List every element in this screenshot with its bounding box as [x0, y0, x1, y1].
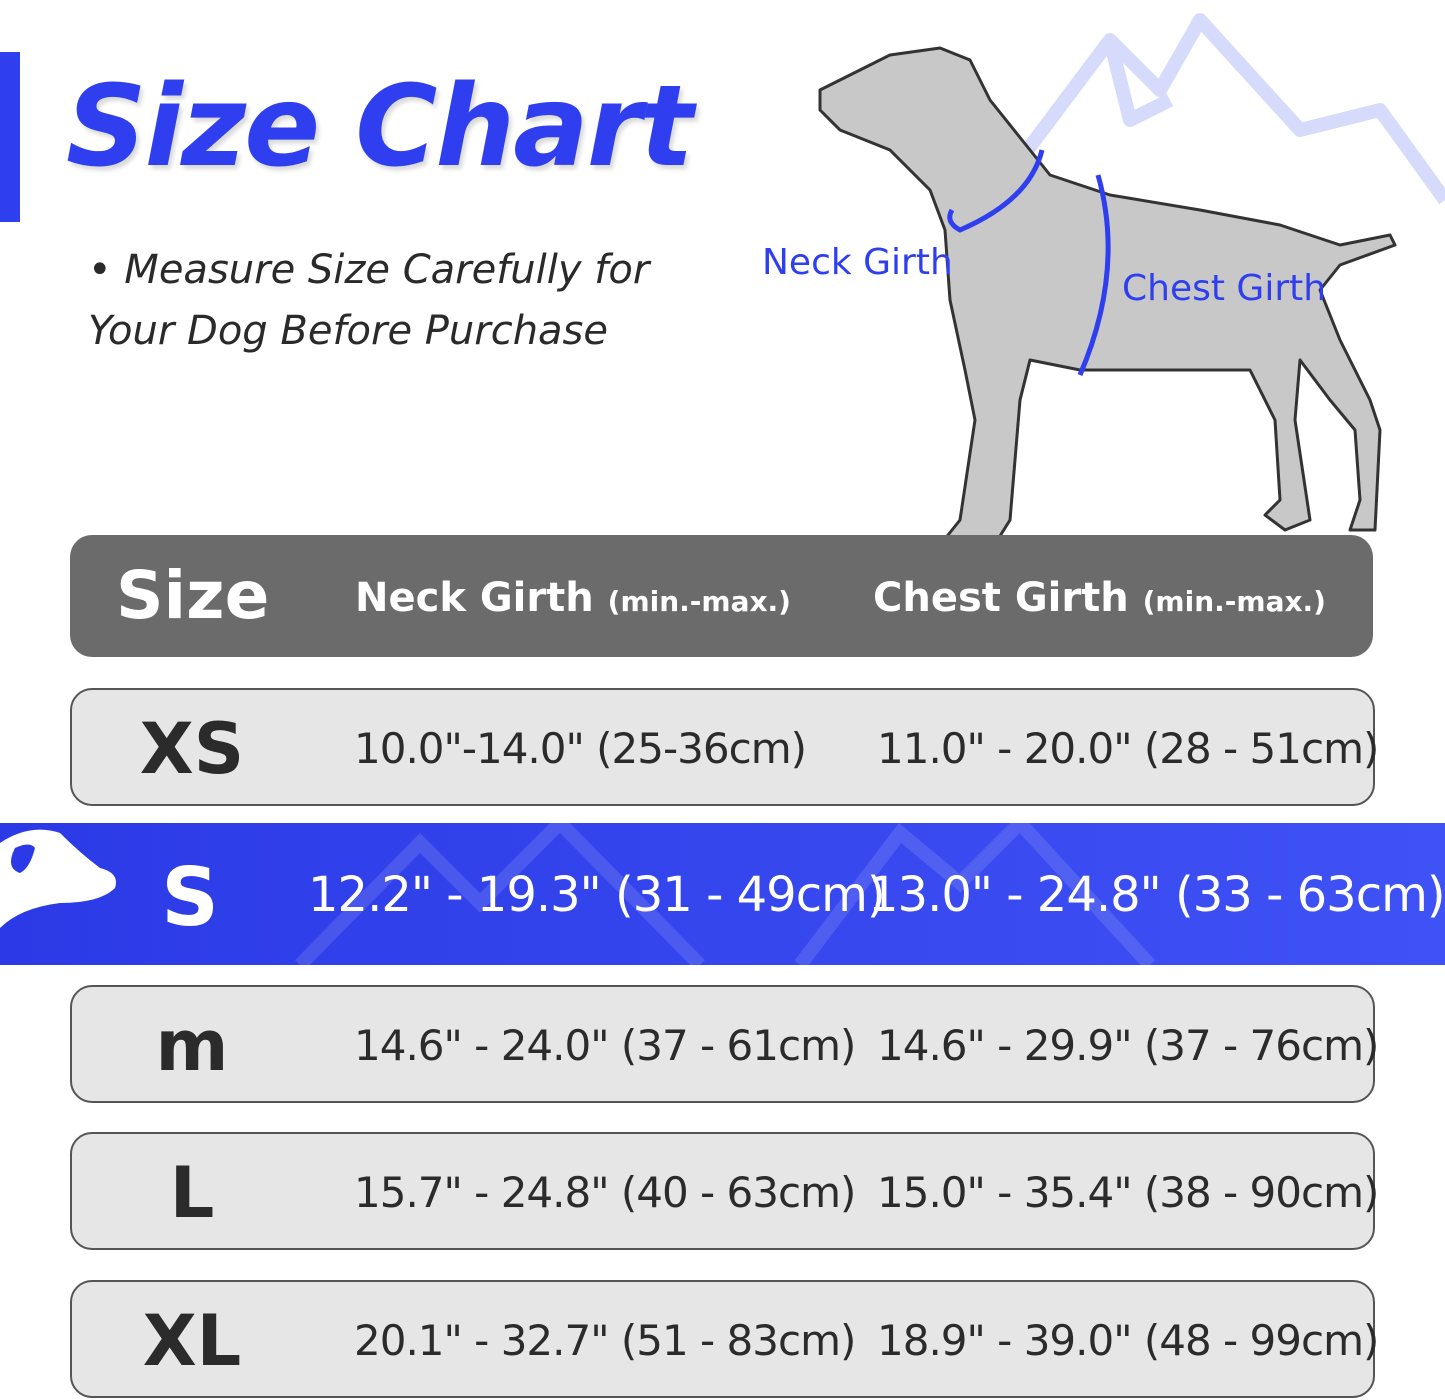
header-chest-label: Chest Girth	[873, 575, 1129, 621]
table-row: m 14.6" - 24.0" (37 - 61cm) 14.6" - 29.9…	[70, 985, 1379, 1103]
size-cell: L	[169, 1152, 215, 1234]
chest-cell: 18.9" - 39.0" (48 - 99cm)	[877, 1316, 1379, 1365]
chest-girth-line	[1077, 174, 1111, 376]
mountains-pattern	[295, 823, 1156, 965]
chest-cell: 15.0" - 35.4" (38 - 90cm)	[877, 1168, 1379, 1217]
size-cell: XL	[142, 1300, 242, 1382]
neck-girth-label: Neck Girth	[762, 242, 953, 283]
neck-cell: 14.6" - 24.0" (37 - 61cm)	[354, 1021, 856, 1070]
size-cell: S	[161, 851, 219, 944]
chest-cell: 11.0" - 20.0" (28 - 51cm)	[877, 724, 1379, 773]
neck-girth-line	[947, 149, 1045, 233]
header-chest: Chest Girth (min.-max.)	[873, 575, 1326, 621]
table-row-highlighted: S 12.2" - 19.3" (31 - 49cm) 13.0" - 24.8…	[0, 823, 1445, 965]
header-neck-label: Neck Girth	[355, 575, 594, 621]
header-size: Size	[116, 557, 270, 634]
size-cell: m	[155, 1005, 229, 1087]
subtitle: • Measure Size Carefully for Your Dog Be…	[88, 247, 650, 354]
mountains-illustration	[1014, 13, 1445, 205]
dog-silhouette	[818, 46, 1397, 560]
chest-girth-label: Chest Girth	[1122, 268, 1327, 309]
table-header: Size Neck Girth (min.-max.) Chest Girth …	[70, 535, 1373, 657]
table-row: XL 20.1" - 32.7" (51 - 83cm) 18.9" - 39.…	[70, 1280, 1379, 1398]
neck-cell: 15.7" - 24.8" (40 - 63cm)	[354, 1168, 856, 1217]
chest-cell: 14.6" - 29.9" (37 - 76cm)	[877, 1021, 1379, 1070]
accent-bar	[0, 52, 20, 222]
table-row: L 15.7" - 24.8" (40 - 63cm) 15.0" - 35.4…	[70, 1132, 1379, 1250]
dog-head-icon	[0, 829, 116, 928]
header-neck: Neck Girth (min.-max.)	[355, 575, 791, 621]
neck-cell: 10.0"-14.0" (25-36cm)	[354, 724, 807, 773]
header-neck-unit: (min.-max.)	[607, 585, 791, 618]
neck-cell: 12.2" - 19.3" (31 - 49cm)	[308, 867, 886, 923]
dog-diagram	[818, 13, 1445, 560]
page-title: Size Chart	[66, 62, 693, 192]
header-chest-unit: (min.-max.)	[1142, 585, 1326, 618]
chest-cell: 13.0" - 24.8" (33 - 63cm)	[868, 867, 1445, 923]
neck-cell: 20.1" - 32.7" (51 - 83cm)	[354, 1316, 856, 1365]
size-cell: XS	[139, 708, 245, 790]
table-row: XS 10.0"-14.0" (25-36cm) 11.0" - 20.0" (…	[70, 688, 1379, 806]
